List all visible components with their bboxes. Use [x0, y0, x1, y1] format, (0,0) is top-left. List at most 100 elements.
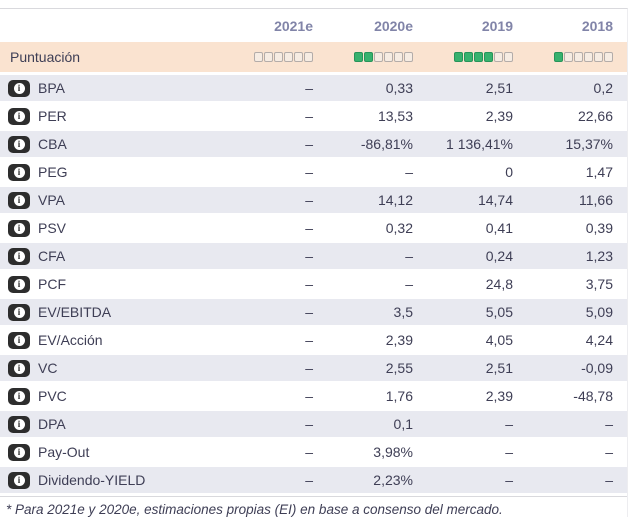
info-icon[interactable]: i [8, 443, 30, 461]
metric-value-2018: 4,24 [585, 332, 613, 348]
metric-label: PCF [38, 276, 66, 292]
metric-value-2020e: 3,5 [393, 304, 413, 320]
score-square-empty [594, 52, 603, 62]
table-row: i PVC – 1,76 2,39 -48,78 [0, 383, 627, 411]
metric-label: PSV [38, 220, 67, 236]
info-icon-glyph: i [13, 250, 25, 262]
metric-value-2018: 22,66 [577, 108, 613, 124]
table-row: i VPA – 14,12 14,74 11,66 [0, 187, 627, 215]
metric-value-2020e: – [405, 164, 413, 180]
info-icon-glyph: i [13, 166, 25, 178]
info-icon[interactable]: i [8, 331, 30, 349]
score-square-empty [564, 52, 573, 62]
metric-value-2018: 0,39 [585, 220, 613, 236]
metric-label: VPA [38, 192, 65, 208]
score-square-empty [574, 52, 583, 62]
metric-value-2019: 14,74 [477, 192, 513, 208]
metric-label: BPA [38, 80, 65, 96]
score-square-filled [464, 52, 473, 62]
info-icon-glyph: i [13, 334, 25, 346]
info-icon[interactable]: i [8, 415, 30, 433]
metric-label-cell: i BPA [8, 79, 213, 97]
metric-value-2019: 2,39 [485, 388, 513, 404]
metric-label-cell: i CFA [8, 247, 213, 265]
table-row: i CBA – -86,81% 1 136,41% 15,37% [0, 131, 627, 159]
metric-label-cell: i DPA [8, 415, 213, 433]
score-square-empty [604, 52, 613, 62]
info-icon[interactable]: i [8, 359, 30, 377]
score-square-empty [494, 52, 503, 62]
metric-label: Pay-Out [38, 444, 90, 460]
info-icon-glyph: i [13, 278, 25, 290]
info-icon[interactable]: i [8, 79, 30, 97]
score-square-empty [274, 52, 283, 62]
info-icon-glyph: i [13, 446, 25, 458]
info-icon[interactable]: i [8, 107, 30, 125]
info-icon[interactable]: i [8, 219, 30, 237]
metric-value-2021e: – [305, 220, 313, 236]
metric-value-2021e: – [305, 192, 313, 208]
metric-label-cell: i VC [8, 359, 213, 377]
metric-value-2021e: – [305, 108, 313, 124]
metric-label-cell: i VPA [8, 191, 213, 209]
metric-value-2021e: – [305, 276, 313, 292]
metric-value-2019: 24,8 [485, 276, 513, 292]
metric-label-cell: i CBA [8, 135, 213, 153]
table-row: i DPA – 0,1 – – [0, 411, 627, 439]
score-square-empty [304, 52, 313, 62]
metric-value-2018: 11,66 [579, 192, 613, 208]
info-icon[interactable]: i [8, 163, 30, 181]
metric-value-2018: – [605, 472, 613, 488]
metric-value-2021e: – [305, 360, 313, 376]
score-square-empty [254, 52, 263, 62]
info-icon[interactable]: i [8, 471, 30, 489]
info-icon[interactable]: i [8, 135, 30, 153]
score-squares-2020e [313, 52, 413, 62]
info-icon[interactable]: i [8, 275, 30, 293]
column-header-2020e: 2020e [374, 17, 413, 34]
score-square-filled [354, 52, 363, 62]
info-icon[interactable]: i [8, 191, 30, 209]
metric-value-2018: 0,2 [593, 80, 613, 96]
metric-value-2021e: – [305, 416, 313, 432]
table-body: i BPA – 0,33 2,51 0,2 i PER – 13,53 2,39… [0, 75, 627, 495]
metric-value-2021e: – [305, 248, 313, 264]
metric-value-2018: 1,47 [585, 164, 613, 180]
info-icon-glyph: i [13, 138, 25, 150]
metric-value-2021e: – [305, 472, 313, 488]
score-row: Puntuación [0, 42, 627, 72]
metric-label-cell: i EV/EBITDA [8, 303, 213, 321]
metric-value-2021e: – [305, 444, 313, 460]
metric-value-2019: 0,24 [485, 248, 513, 264]
info-icon[interactable]: i [8, 303, 30, 321]
metric-value-2018: – [605, 416, 613, 432]
metric-value-2018: 1,23 [585, 248, 613, 264]
metric-label: CFA [38, 248, 66, 264]
metric-label: Dividendo-YIELD [38, 472, 146, 488]
score-square-empty [504, 52, 513, 62]
metric-label-cell: i PSV [8, 219, 213, 237]
metric-value-2019: 4,05 [485, 332, 513, 348]
score-square-empty [284, 52, 293, 62]
info-icon[interactable]: i [8, 387, 30, 405]
metric-value-2019: 2,51 [485, 360, 513, 376]
info-icon-glyph: i [13, 110, 25, 122]
score-square-empty [584, 52, 593, 62]
metric-value-2018: 15,37% [565, 136, 613, 152]
table-row: i Pay-Out – 3,98% – – [0, 439, 627, 467]
table-row: i EV/Acción – 2,39 4,05 4,24 [0, 327, 627, 355]
table-header-row: 2021e 2020e 2019 2018 [0, 9, 627, 42]
metric-value-2020e: 13,53 [377, 108, 413, 124]
metric-value-2020e: 2,39 [385, 332, 413, 348]
score-square-filled [454, 52, 463, 62]
metric-label: DPA [38, 416, 66, 432]
score-square-empty [264, 52, 273, 62]
info-icon-glyph: i [13, 390, 25, 402]
score-square-filled [364, 52, 373, 62]
info-icon[interactable]: i [8, 247, 30, 265]
table-row: i PEG – – 0 1,47 [0, 159, 627, 187]
metric-label: CBA [38, 136, 67, 152]
metric-value-2020e: -86,81% [360, 136, 413, 152]
info-icon-glyph: i [13, 82, 25, 94]
